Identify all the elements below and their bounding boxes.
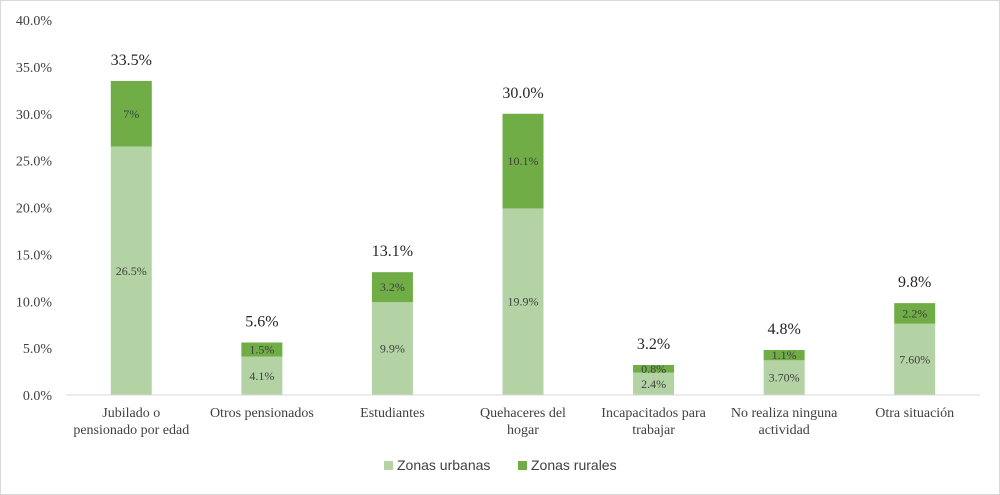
data-label: 2.4% bbox=[641, 377, 666, 391]
y-tick-label: 25.0% bbox=[16, 155, 53, 170]
total-label: 9.8% bbox=[898, 274, 931, 291]
legend-label: Zonas urbanas bbox=[397, 457, 490, 473]
y-tick-label: 20.0% bbox=[16, 202, 53, 217]
bar-segment bbox=[371, 272, 413, 303]
data-label: 9.9% bbox=[380, 342, 405, 356]
bar-segment bbox=[763, 350, 805, 361]
x-tick-label: actividad bbox=[758, 423, 809, 438]
data-label: 2.2% bbox=[902, 306, 927, 320]
bar-segment bbox=[633, 372, 675, 395]
data-label: 3.2% bbox=[380, 280, 405, 294]
data-label: 0.8% bbox=[641, 362, 666, 376]
bar-segment bbox=[241, 342, 283, 357]
x-tick-label: hogar bbox=[507, 423, 539, 438]
x-axis: Jubilado o pensionado por edad Otros pensi… bbox=[66, 394, 980, 438]
x-tick-label: pensionado por edad bbox=[73, 423, 189, 438]
y-tick-label: 0.0% bbox=[23, 389, 53, 404]
bar-segment bbox=[241, 356, 283, 395]
bar-segment bbox=[894, 303, 936, 324]
y-tick-label: 40.0% bbox=[16, 14, 53, 29]
bar-segment bbox=[894, 323, 936, 395]
data-label: 4.1% bbox=[249, 369, 274, 383]
x-tick-label: Quehaceres del bbox=[480, 406, 566, 421]
y-tick-label: 30.0% bbox=[16, 108, 53, 123]
legend-label: Zonas rurales bbox=[531, 457, 617, 473]
bar-segment bbox=[502, 208, 544, 395]
bars: 26.5% 7% 33.5% 4.1% 1.5% 5.6% 9.9% 3.2% 13.1% 19.… bbox=[111, 52, 936, 395]
x-tick-label: Estudiantes bbox=[360, 406, 425, 421]
data-label: 1.1% bbox=[772, 348, 797, 362]
y-tick-label: 35.0% bbox=[16, 61, 53, 76]
y-tick-label: 15.0% bbox=[16, 248, 53, 263]
x-tick-label: Incapacitados para bbox=[601, 406, 706, 421]
y-tick-label: 5.0% bbox=[23, 342, 53, 357]
x-tick-label: Jubilado o bbox=[102, 406, 160, 421]
total-label: 33.5% bbox=[111, 52, 152, 69]
bar-segment bbox=[763, 360, 805, 395]
legend: Zonas urbanas Zonas rurales bbox=[384, 457, 617, 473]
bar-segment bbox=[371, 302, 413, 395]
total-label: 4.8% bbox=[767, 321, 800, 338]
x-tick-label: Otros pensionados bbox=[210, 406, 314, 421]
total-label: 3.2% bbox=[637, 336, 670, 353]
y-axis: 0.0% 5.0% 10.0% 15.0% 20.0% 25.0% 30.0% 35.0% 40… bbox=[16, 14, 53, 404]
legend-swatch bbox=[384, 461, 393, 470]
data-label: 26.5% bbox=[116, 264, 147, 278]
total-label: 5.6% bbox=[245, 314, 278, 331]
x-tick-label: trabajar bbox=[632, 423, 675, 438]
data-label: 1.5% bbox=[249, 343, 274, 357]
data-label: 10.1% bbox=[508, 154, 539, 168]
legend-swatch bbox=[518, 461, 527, 470]
bar-segment bbox=[110, 146, 152, 395]
total-label: 30.0% bbox=[502, 85, 543, 102]
data-label: 7% bbox=[123, 107, 139, 121]
x-tick-label: Otra situación bbox=[875, 406, 954, 421]
data-label: 3.70% bbox=[769, 371, 800, 385]
data-label: 7.60% bbox=[899, 352, 930, 366]
x-tick-label: No realiza ninguna bbox=[731, 406, 838, 421]
data-label: 19.9% bbox=[508, 295, 539, 309]
total-label: 13.1% bbox=[372, 243, 413, 260]
bar-segment bbox=[633, 365, 675, 373]
bar-segment bbox=[110, 80, 152, 147]
y-tick-label: 10.0% bbox=[16, 295, 53, 310]
bar-segment bbox=[502, 113, 544, 209]
